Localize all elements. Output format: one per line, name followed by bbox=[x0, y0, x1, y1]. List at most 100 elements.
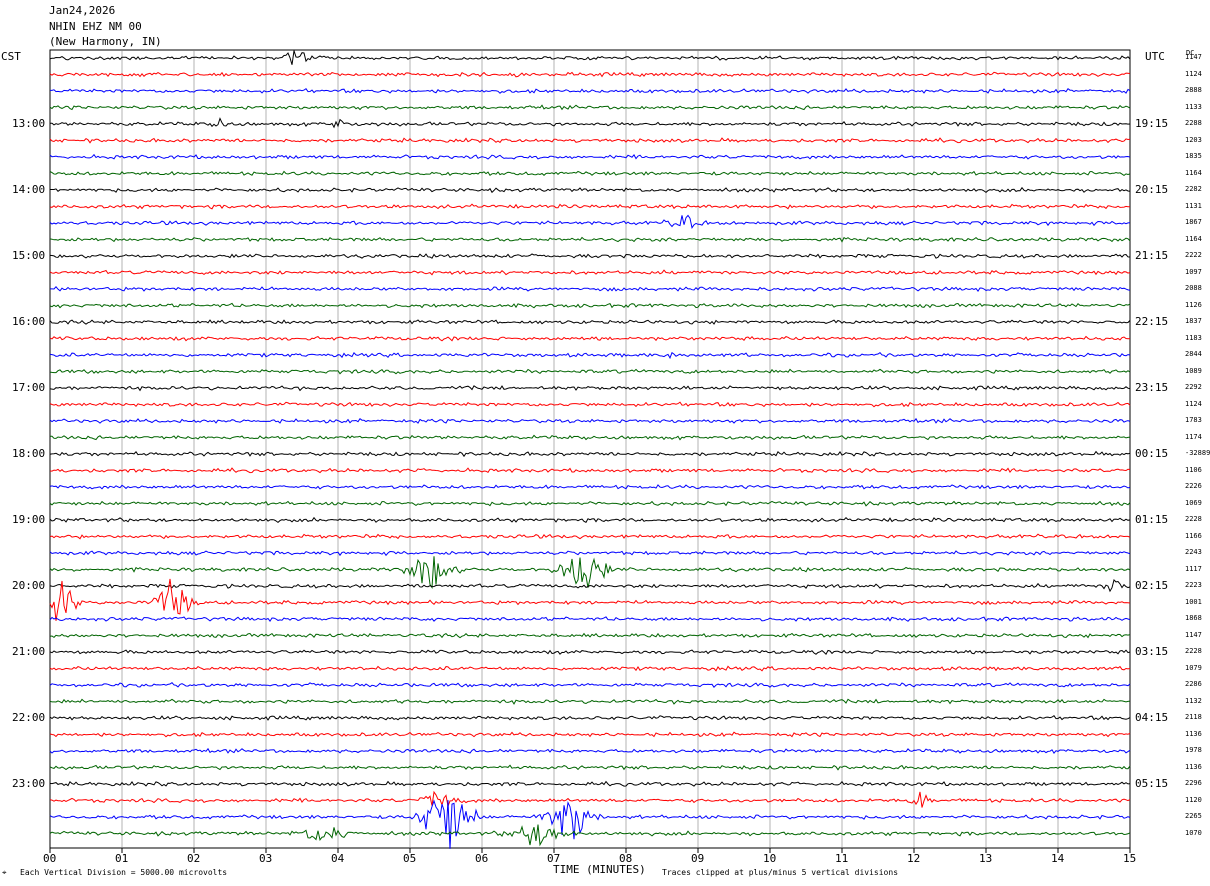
trace-26 bbox=[49, 484, 1131, 490]
trace-28 bbox=[49, 516, 1131, 524]
cst-hour-label-0: 13:00 bbox=[12, 117, 46, 130]
cst-hour-label-9: 22:00 bbox=[12, 711, 46, 724]
dc-offset-28: 2228 bbox=[1185, 515, 1202, 523]
trace-47 bbox=[49, 824, 1131, 847]
cst-hour-label-6: 19:00 bbox=[12, 513, 46, 526]
x-tick-label-05: 05 bbox=[403, 852, 417, 865]
utc-hour-label-7: 02:15 bbox=[1135, 579, 1169, 592]
x-tick-label-13: 13 bbox=[979, 852, 993, 865]
trace-32 bbox=[49, 579, 1131, 593]
utc-hour-label-10: 05:15 bbox=[1135, 777, 1169, 790]
trace-16 bbox=[49, 319, 1131, 325]
x-tick-label-11: 11 bbox=[835, 852, 849, 865]
x-tick-label-08: 08 bbox=[619, 852, 633, 865]
trace-41 bbox=[49, 731, 1131, 738]
dc-offset-40: 2118 bbox=[1185, 713, 1202, 721]
trace-15 bbox=[49, 302, 1131, 309]
dc-offset-17: 1183 bbox=[1185, 333, 1202, 342]
dc-offset-22: 1783 bbox=[1185, 416, 1202, 424]
dc-offset-9: 1131 bbox=[1185, 201, 1202, 210]
trace-19 bbox=[49, 368, 1131, 375]
dc-offset-18: 2844 bbox=[1185, 350, 1202, 358]
dc-offset-42: 1978 bbox=[1185, 746, 1202, 754]
dc-offset-31: 1117 bbox=[1185, 564, 1202, 573]
dc-offset-26: 2226 bbox=[1185, 482, 1202, 490]
dc-offset-5: 1203 bbox=[1185, 135, 1202, 144]
dc-offset-7: 1164 bbox=[1185, 168, 1202, 177]
trace-2 bbox=[50, 87, 1131, 94]
x-tick-label-00: 00 bbox=[43, 852, 57, 865]
dc-offset-21: 1124 bbox=[1185, 399, 1202, 408]
x-tick-label-10: 10 bbox=[763, 852, 777, 865]
dc-offset-15: 1126 bbox=[1185, 300, 1202, 309]
trace-14 bbox=[50, 286, 1131, 292]
dc-offset-30: 2243 bbox=[1185, 548, 1202, 556]
trace-36 bbox=[49, 649, 1131, 656]
dc-offset-12: 2222 bbox=[1185, 251, 1202, 259]
trace-30 bbox=[49, 550, 1131, 557]
utc-hour-label-5: 00:15 bbox=[1135, 447, 1169, 460]
left-timezone-label: CST bbox=[1, 50, 21, 63]
trace-34 bbox=[49, 616, 1131, 622]
trace-29 bbox=[49, 533, 1131, 540]
cst-hour-label-10: 23:00 bbox=[12, 777, 46, 790]
dc-offset-38: 2286 bbox=[1185, 680, 1202, 688]
utc-hour-label-3: 22:15 bbox=[1135, 315, 1169, 328]
dc-offset-45: 1120 bbox=[1185, 795, 1202, 804]
utc-hour-label-2: 21:15 bbox=[1135, 249, 1169, 262]
trace-23 bbox=[50, 434, 1131, 441]
trace-17 bbox=[49, 335, 1131, 342]
dc-offset-27: 1069 bbox=[1185, 498, 1202, 507]
trace-6 bbox=[49, 153, 1131, 160]
dc-offset-23: 1174 bbox=[1185, 432, 1202, 441]
trace-0 bbox=[49, 50, 1131, 65]
trace-11 bbox=[49, 236, 1131, 243]
dc-offset-24: -32889 bbox=[1185, 449, 1210, 457]
dc-column-label: DC bbox=[1186, 49, 1195, 57]
cst-hour-label-8: 21:00 bbox=[12, 645, 46, 658]
x-tick-label-07: 07 bbox=[547, 852, 561, 865]
cst-hour-label-1: 14:00 bbox=[12, 183, 46, 196]
dc-offset-13: 1097 bbox=[1185, 267, 1202, 276]
station-location: (New Harmony, IN) bbox=[49, 35, 162, 48]
dc-offset-32: 2223 bbox=[1185, 581, 1202, 589]
cst-hour-label-3: 16:00 bbox=[12, 315, 46, 328]
trace-45 bbox=[49, 790, 1131, 809]
dc-offset-6: 1835 bbox=[1185, 152, 1202, 160]
x-tick-label-15: 15 bbox=[1123, 852, 1137, 865]
trace-9 bbox=[49, 203, 1131, 210]
dc-offset-0: 1147 bbox=[1185, 53, 1202, 61]
cst-hour-label-2: 15:00 bbox=[12, 249, 46, 262]
dc-offset-41: 1136 bbox=[1185, 729, 1202, 738]
dc-offset-46: 2265 bbox=[1185, 812, 1202, 820]
cst-hour-label-5: 18:00 bbox=[12, 447, 46, 460]
x-tick-label-04: 04 bbox=[331, 852, 345, 865]
trace-44 bbox=[49, 780, 1131, 787]
dc-offset-8: 2282 bbox=[1185, 185, 1202, 193]
trace-40 bbox=[49, 715, 1131, 721]
trace-39 bbox=[49, 698, 1131, 705]
trace-18 bbox=[49, 351, 1131, 360]
trace-5 bbox=[49, 137, 1131, 144]
x-tick-label-01: 01 bbox=[115, 852, 129, 865]
trace-46 bbox=[49, 799, 1131, 849]
dc-offset-34: 1868 bbox=[1185, 614, 1202, 622]
dc-offset-33: 1001 bbox=[1185, 597, 1202, 606]
trace-42 bbox=[49, 747, 1131, 754]
x-tick-label-02: 02 bbox=[187, 852, 201, 865]
dc-offset-2: 2888 bbox=[1185, 86, 1202, 94]
x-tick-label-03: 03 bbox=[259, 852, 273, 865]
x-axis-title: TIME (MINUTES) bbox=[553, 863, 646, 876]
dc-offset-44: 2296 bbox=[1185, 779, 1202, 787]
right-timezone-label: UTC bbox=[1145, 50, 1165, 63]
dc-offset-4: 2288 bbox=[1185, 119, 1202, 127]
trace-38 bbox=[49, 682, 1131, 688]
dc-offset-25: 1106 bbox=[1185, 465, 1202, 474]
dc-offset-35: 1147 bbox=[1185, 630, 1202, 639]
x-tick-label-12: 12 bbox=[907, 852, 921, 865]
dc-offset-14: 2088 bbox=[1185, 284, 1202, 292]
cst-hour-label-4: 17:00 bbox=[12, 381, 46, 394]
trace-10 bbox=[49, 214, 1131, 229]
trace-3 bbox=[49, 104, 1131, 111]
